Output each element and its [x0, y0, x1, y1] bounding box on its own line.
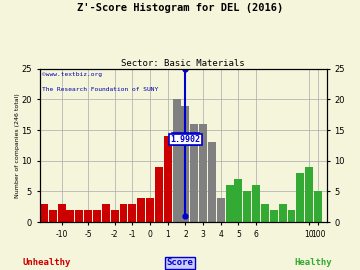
- Bar: [270, 210, 278, 222]
- Bar: [67, 210, 75, 222]
- Text: Score: Score: [167, 258, 193, 267]
- Bar: [49, 210, 57, 222]
- Bar: [181, 106, 189, 222]
- Bar: [217, 198, 225, 222]
- Y-axis label: Number of companies (246 total): Number of companies (246 total): [15, 93, 20, 198]
- Bar: [93, 210, 101, 222]
- Bar: [120, 204, 127, 222]
- Text: The Research Foundation of SUNY: The Research Foundation of SUNY: [42, 87, 159, 92]
- Bar: [252, 185, 260, 222]
- Bar: [164, 136, 172, 222]
- Bar: [111, 210, 119, 222]
- Bar: [40, 204, 48, 222]
- Bar: [288, 210, 296, 222]
- Text: ©www.textbiz.org: ©www.textbiz.org: [42, 72, 102, 77]
- Bar: [58, 204, 66, 222]
- Bar: [155, 167, 163, 222]
- Bar: [208, 142, 216, 222]
- Bar: [137, 198, 145, 222]
- Bar: [279, 204, 287, 222]
- Bar: [314, 191, 322, 222]
- Bar: [172, 99, 181, 222]
- Text: 1.9902: 1.9902: [170, 135, 201, 144]
- Bar: [226, 185, 234, 222]
- Bar: [305, 167, 313, 222]
- Bar: [243, 191, 251, 222]
- Bar: [84, 210, 92, 222]
- Bar: [75, 210, 83, 222]
- Text: Unhealthy: Unhealthy: [23, 258, 71, 267]
- Text: Z'-Score Histogram for DEL (2016): Z'-Score Histogram for DEL (2016): [77, 3, 283, 13]
- Bar: [234, 179, 242, 222]
- Bar: [199, 124, 207, 222]
- Bar: [190, 124, 198, 222]
- Bar: [296, 173, 304, 222]
- Title: Sector: Basic Materials: Sector: Basic Materials: [121, 59, 245, 68]
- Text: Healthy: Healthy: [294, 258, 332, 267]
- Bar: [129, 204, 136, 222]
- Bar: [146, 198, 154, 222]
- Bar: [261, 204, 269, 222]
- Bar: [102, 204, 110, 222]
